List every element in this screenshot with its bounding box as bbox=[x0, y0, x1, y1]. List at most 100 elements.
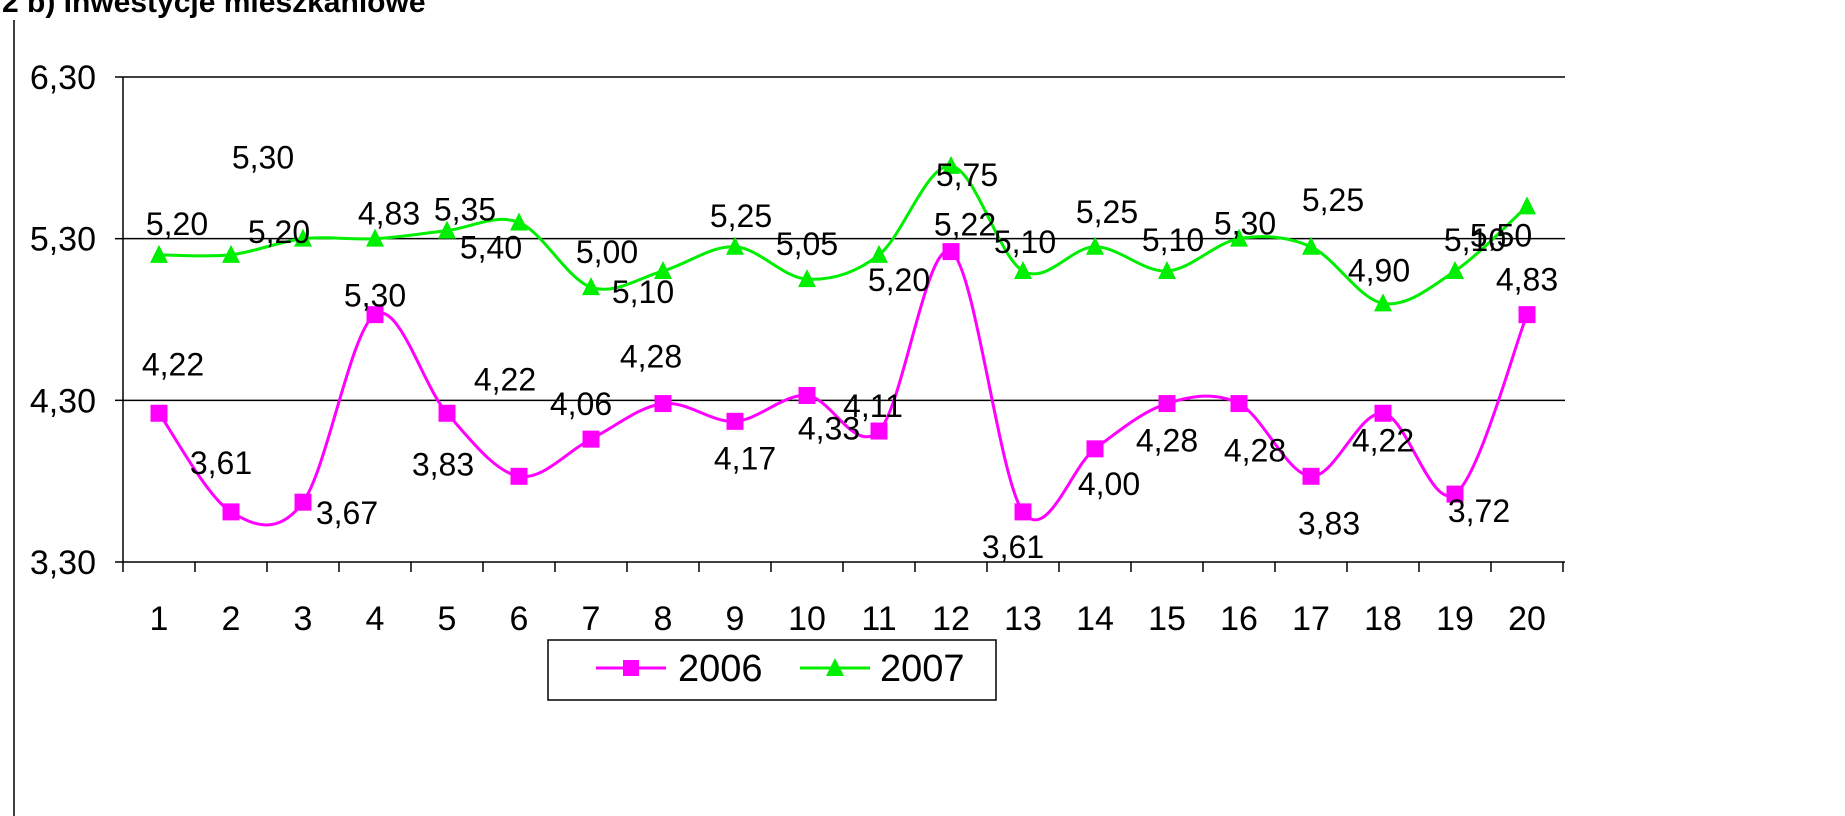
marker-2007 bbox=[942, 155, 960, 174]
data-label-2007: 5,50 bbox=[1470, 217, 1532, 253]
marker-2007 bbox=[366, 228, 384, 247]
data-label-2006: 4,22 bbox=[474, 361, 536, 397]
x-tick-label: 19 bbox=[1436, 600, 1474, 638]
legend-label-2007: 2007 bbox=[880, 648, 965, 690]
marker-2007 bbox=[510, 212, 528, 231]
data-label-2007: 5,35 bbox=[434, 192, 496, 228]
legend-marker-2006 bbox=[623, 660, 639, 676]
data-label-2007: 4,90 bbox=[1348, 252, 1410, 288]
data-label-2007: 5,75 bbox=[936, 157, 998, 193]
legend-marker-2007 bbox=[826, 658, 844, 676]
x-tick-label: 1 bbox=[150, 600, 169, 638]
marker-2006 bbox=[798, 386, 816, 404]
marker-2007 bbox=[1518, 196, 1536, 215]
y-tick-label: 3,30 bbox=[30, 544, 96, 582]
data-label-2007: 5,40 bbox=[460, 230, 522, 266]
marker-2007 bbox=[222, 244, 240, 263]
marker-2007 bbox=[1374, 293, 1392, 312]
data-label-2006: 4,28 bbox=[1136, 423, 1198, 459]
data-label-2007: 5,30 bbox=[1214, 206, 1276, 242]
y-tick-label: 5,30 bbox=[30, 221, 96, 259]
data-label-2007: 5,25 bbox=[1302, 182, 1364, 218]
marker-2006 bbox=[1158, 395, 1176, 413]
data-label-2007: 5,10 bbox=[612, 274, 674, 310]
data-label-2007: 5,30 bbox=[232, 140, 294, 176]
data-label-2006: 3,61 bbox=[190, 445, 252, 481]
marker-2006 bbox=[1086, 440, 1104, 458]
x-tick-label: 6 bbox=[510, 600, 529, 638]
data-label-2006: 4,22 bbox=[1352, 422, 1414, 458]
y-tick-label: 6,30 bbox=[30, 59, 96, 97]
x-tick-label: 7 bbox=[582, 600, 601, 638]
x-tick-label: 18 bbox=[1364, 600, 1402, 638]
x-tick-label: 16 bbox=[1220, 600, 1258, 638]
data-label-2006: 3,83 bbox=[1298, 505, 1360, 541]
data-label-2007: 5,20 bbox=[868, 262, 930, 298]
y-tick-label: 4,30 bbox=[30, 382, 96, 420]
marker-2007 bbox=[1230, 228, 1248, 247]
x-tick-label: 3 bbox=[294, 600, 313, 638]
x-tick-label: 13 bbox=[1004, 600, 1042, 638]
marker-2006 bbox=[438, 404, 456, 422]
data-label-2006: 4,11 bbox=[843, 388, 903, 424]
data-label-2006: 3,67 bbox=[316, 495, 378, 531]
marker-2007 bbox=[1014, 261, 1032, 279]
data-label-2006: 4,06 bbox=[550, 386, 612, 422]
data-label-2006: 4,00 bbox=[1078, 466, 1140, 502]
x-tick-label: 14 bbox=[1076, 600, 1114, 638]
x-tick-label: 8 bbox=[654, 600, 673, 638]
x-tick-label: 17 bbox=[1292, 600, 1330, 638]
data-label-2007: 5,00 bbox=[576, 234, 638, 270]
marker-2006 bbox=[1446, 485, 1464, 503]
data-label-2006: 3,61 bbox=[982, 529, 1044, 565]
marker-2006 bbox=[654, 395, 672, 413]
data-label-2007: 5,10 bbox=[1142, 222, 1204, 258]
data-label-2007: 5,05 bbox=[776, 226, 838, 262]
marker-2007 bbox=[1086, 236, 1104, 255]
marker-2007 bbox=[1302, 236, 1320, 255]
data-label-2006: 4,28 bbox=[1224, 433, 1286, 469]
marker-2006 bbox=[294, 493, 312, 511]
data-label-2006: 4,33 bbox=[798, 410, 860, 446]
marker-2006 bbox=[726, 412, 744, 430]
x-tick-label: 15 bbox=[1148, 600, 1186, 638]
data-label-2007: 5,10 bbox=[1444, 222, 1506, 258]
marker-2006 bbox=[150, 404, 168, 422]
x-tick-label: 10 bbox=[788, 600, 826, 638]
data-label-2006: 5,22 bbox=[934, 207, 996, 243]
data-label-2007: 5,10 bbox=[994, 224, 1056, 260]
x-tick-label: 2 bbox=[222, 600, 241, 638]
x-tick-label: 11 bbox=[861, 600, 896, 638]
legend-box bbox=[547, 639, 997, 701]
marker-2006 bbox=[1374, 404, 1392, 422]
data-label-2006: 4,22 bbox=[142, 346, 204, 382]
marker-2006 bbox=[942, 243, 960, 261]
x-tick-label: 20 bbox=[1508, 600, 1546, 638]
legend-label-2006: 2006 bbox=[678, 648, 763, 690]
marker-2006 bbox=[1302, 467, 1320, 485]
chart-title: 2 b) Inwestycje mieszkaniowe bbox=[2, 0, 426, 19]
data-label-2006: 3,83 bbox=[412, 446, 474, 482]
marker-2007 bbox=[582, 277, 600, 296]
data-label-2006: 4,83 bbox=[358, 196, 420, 232]
marker-2006 bbox=[1518, 306, 1536, 324]
marker-2006 bbox=[1230, 395, 1248, 413]
marker-2007 bbox=[294, 228, 312, 247]
data-label-2006: 4,28 bbox=[620, 339, 682, 375]
marker-2007 bbox=[726, 236, 744, 255]
data-label-2006: 4,83 bbox=[1496, 262, 1558, 298]
data-label-2007: 5,25 bbox=[710, 198, 772, 234]
marker-2007 bbox=[798, 269, 816, 288]
x-tick-label: 9 bbox=[726, 600, 745, 638]
marker-2007 bbox=[1446, 261, 1464, 279]
marker-2006 bbox=[366, 306, 384, 324]
marker-2007 bbox=[1158, 261, 1176, 279]
marker-2006 bbox=[582, 430, 600, 448]
marker-2006 bbox=[510, 467, 528, 485]
marker-2007 bbox=[654, 261, 672, 279]
data-label-2007: 5,20 bbox=[248, 214, 310, 250]
marker-2007 bbox=[150, 244, 168, 263]
marker-2007 bbox=[870, 244, 888, 263]
data-label-2007: 5,20 bbox=[146, 206, 208, 242]
